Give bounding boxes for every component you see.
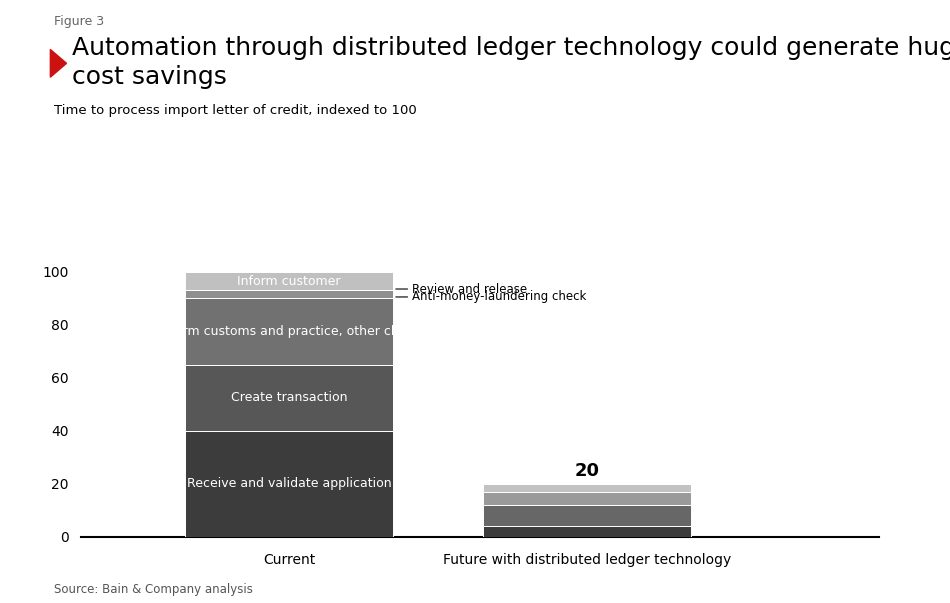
Bar <box>484 526 692 537</box>
Text: Inform customer: Inform customer <box>238 274 341 288</box>
Text: Automation through distributed ledger technology could generate huge: Automation through distributed ledger te… <box>72 36 950 60</box>
Text: Source: Bain & Company analysis: Source: Bain & Company analysis <box>54 582 253 596</box>
Bar <box>185 364 393 431</box>
Bar <box>185 290 393 298</box>
Bar <box>185 272 393 290</box>
Text: Receive and validate application: Receive and validate application <box>186 477 391 490</box>
Bar <box>484 491 692 505</box>
Text: Review and release: Review and release <box>412 283 527 295</box>
Text: Uniform customs and practice, other checks: Uniform customs and practice, other chec… <box>150 325 428 338</box>
Text: 20: 20 <box>575 462 599 480</box>
Text: Time to process import letter of credit, indexed to 100: Time to process import letter of credit,… <box>54 104 417 117</box>
Bar <box>484 484 692 491</box>
Text: Create transaction: Create transaction <box>231 391 347 404</box>
Text: Anti-money-laundering check: Anti-money-laundering check <box>412 291 587 303</box>
Bar <box>484 505 692 526</box>
Text: cost savings: cost savings <box>72 65 227 89</box>
Text: Figure 3: Figure 3 <box>54 15 104 28</box>
Bar <box>185 298 393 364</box>
Bar <box>185 431 393 537</box>
